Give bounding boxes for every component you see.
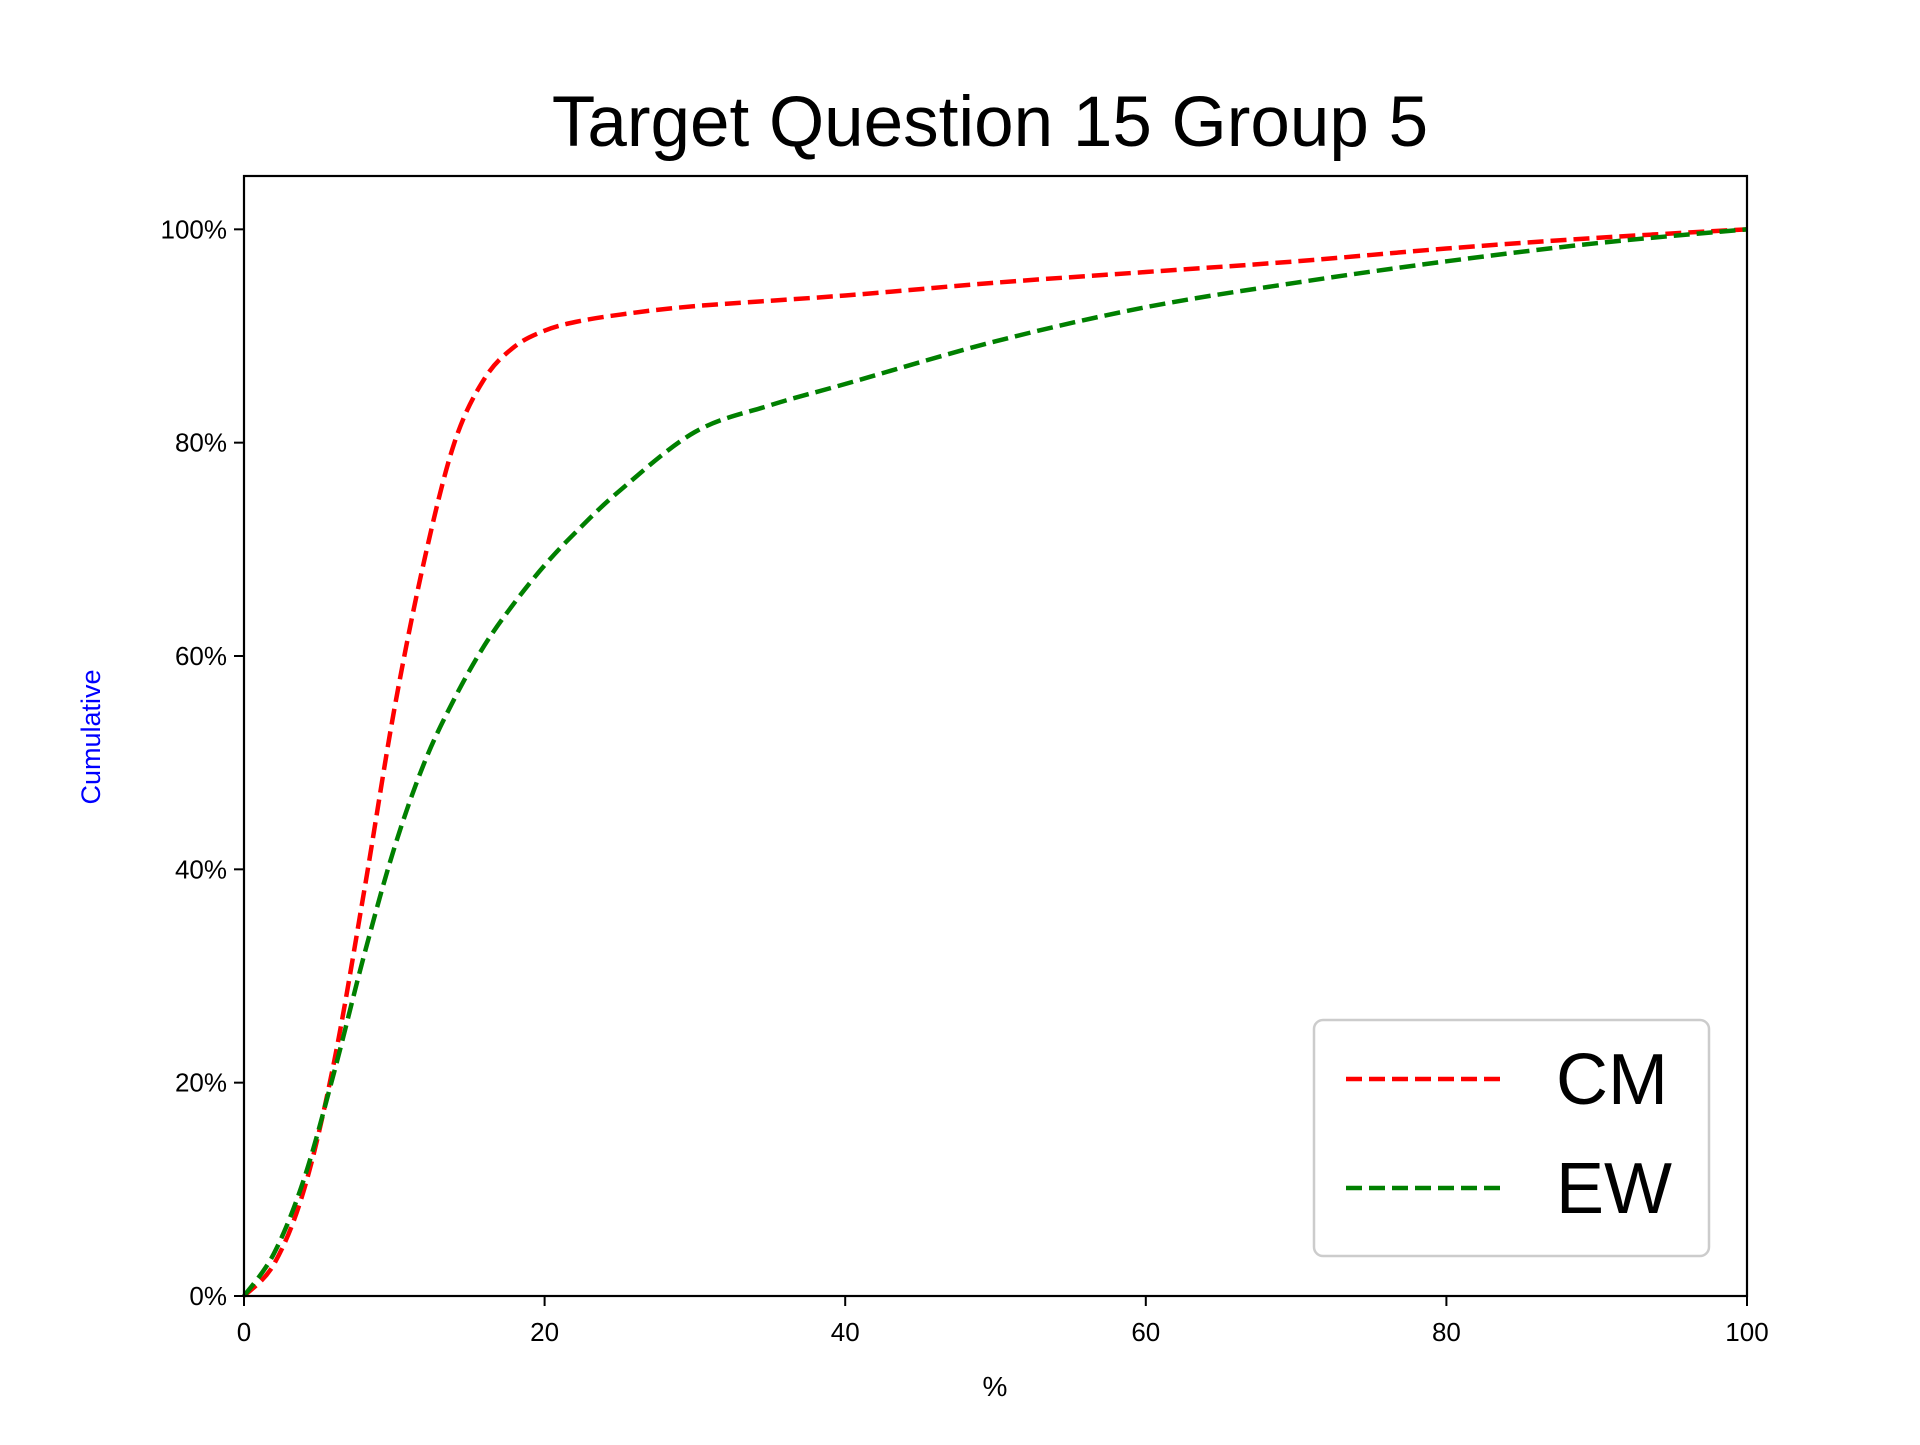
series-line-ew [242, 227, 1748, 1298]
y-tick-label: 0% [189, 1281, 227, 1311]
x-axis: 0 20 40 60 80 100 [237, 1296, 1769, 1347]
x-tick-label: 80 [1432, 1317, 1461, 1347]
series-line-cm [242, 227, 1748, 1298]
legend: CM EW [1312, 1018, 1711, 1258]
chart-title: Target Question 15 Group 5 [552, 83, 1428, 162]
x-axis-label: % [983, 1371, 1008, 1402]
y-tick-label: 40% [175, 854, 227, 884]
y-tick-label: 20% [175, 1068, 227, 1098]
y-tick-label: 100% [161, 214, 228, 244]
x-tick-label: 40 [831, 1317, 860, 1347]
y-tick-label: 60% [175, 641, 227, 671]
legend-box [1312, 1018, 1711, 1258]
x-tick-label: 20 [530, 1317, 559, 1347]
y-axis: 0% 20% 40% 60% 80% 100% [161, 214, 244, 1311]
legend-label-cm: CM [1556, 1040, 1668, 1120]
x-tick-label: 60 [1131, 1317, 1160, 1347]
y-axis-label: Cumulative [76, 669, 106, 804]
series-lines [242, 227, 1748, 1298]
x-tick-label: 100 [1725, 1317, 1768, 1347]
plot-frame [242, 174, 1749, 1298]
x-tick-label: 0 [237, 1317, 251, 1347]
y-tick-label: 80% [175, 428, 227, 458]
legend-label-ew: EW [1556, 1149, 1672, 1229]
